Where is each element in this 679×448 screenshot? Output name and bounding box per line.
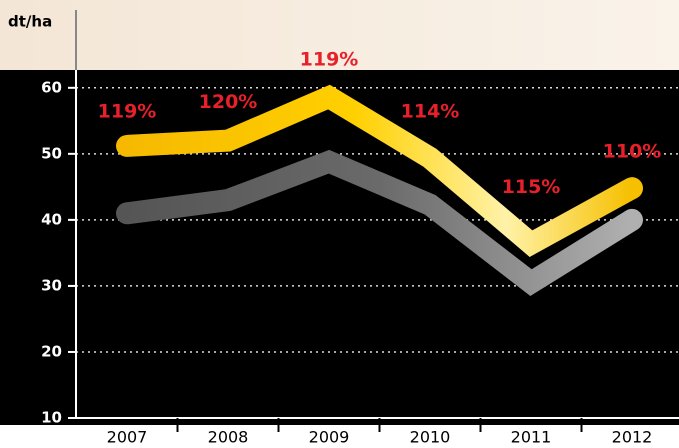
y-axis-label: dt/ha: [8, 13, 52, 31]
x-tick-label: 2007: [107, 428, 148, 447]
y-tick-label: 30: [41, 276, 62, 294]
annotation: 110%: [603, 141, 662, 163]
x-tick-label: 2008: [208, 428, 249, 447]
annotation: 120%: [199, 91, 258, 113]
x-tick-label: 2009: [309, 428, 350, 447]
x-axis-band: [0, 425, 679, 448]
series-line: [116, 84, 643, 257]
y-tick-label: 20: [41, 342, 62, 360]
series-line: [116, 149, 643, 296]
x-tick-label: 2012: [612, 428, 653, 447]
y-tick-label: 50: [41, 144, 62, 162]
y-tick-label: 60: [41, 78, 62, 96]
annotation: 115%: [502, 176, 561, 198]
annotation: 119%: [300, 49, 359, 71]
plot-area: [0, 70, 679, 425]
y-tick-label: 40: [41, 210, 62, 228]
annotation: 114%: [401, 100, 460, 122]
x-tick-label: 2010: [410, 428, 451, 447]
annotation: 119%: [98, 100, 157, 122]
y-tick-label: 10: [41, 409, 62, 427]
x-tick-label: 2011: [511, 428, 552, 447]
